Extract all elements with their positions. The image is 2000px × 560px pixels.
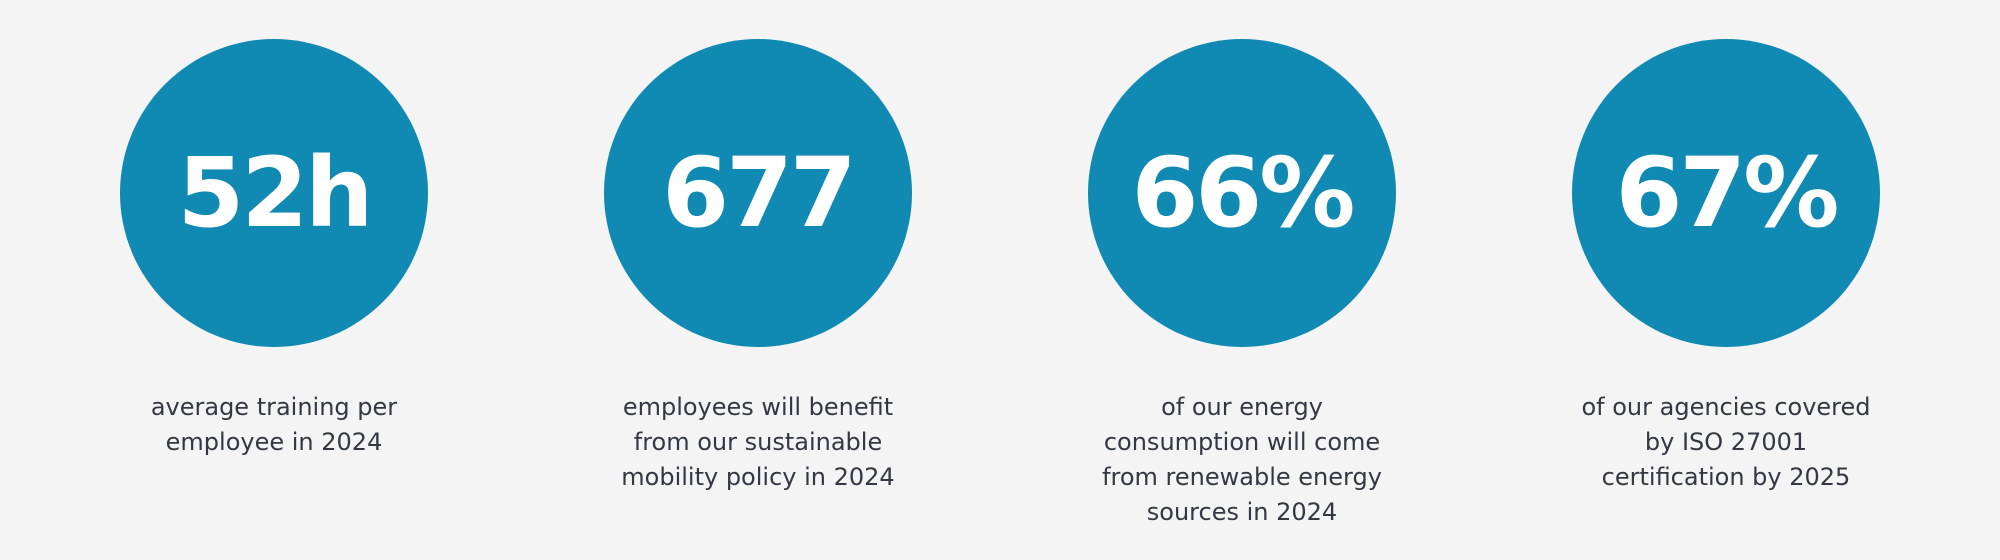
stat-energy: 66% of our energy consumption will come … [1042,0,1442,560]
stat-caption: of our agencies covered by ISO 27001 cer… [1581,393,1871,491]
stat-circle: 52h [120,39,428,347]
stat-certification: 67% of our agencies covered by ISO 27001… [1526,0,1926,560]
stat-value: 52h [177,137,374,249]
stat-caption: employees will benefit from our sustaina… [621,393,895,491]
stat-circle: 677 [604,39,912,347]
stat-caption: of our energy consumption will come from… [1102,393,1382,526]
stat-mobility: 677 employees will benefit from our sust… [558,0,958,560]
stat-circle: 66% [1088,39,1396,347]
stat-caption: average training per employee in 2024 [150,393,398,456]
stat-value: 677 [662,137,856,249]
stat-training: 52h average training per employee in 202… [74,0,474,560]
stat-circle: 67% [1572,39,1880,347]
stat-value: 66% [1131,137,1356,249]
stat-value: 67% [1615,137,1840,249]
